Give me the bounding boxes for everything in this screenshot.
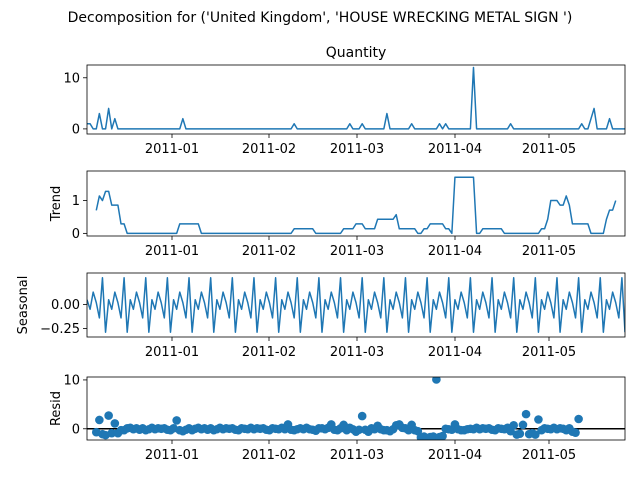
resid-data <box>87 377 625 440</box>
resid-point <box>534 415 543 424</box>
xtick-label: 2011-05 <box>522 345 576 360</box>
resid-ylabel: Resid <box>49 391 64 426</box>
xtick-label: 2011-02 <box>242 244 296 259</box>
resid-point <box>172 416 181 425</box>
resid-point <box>515 429 525 438</box>
resid-axes-frame <box>86 376 626 441</box>
resid-point <box>574 414 583 424</box>
observed-panel: 0 10 2011-01 2011-02 2011-03 2011-04 2011-05 <box>63 64 626 157</box>
resid-point <box>531 430 540 439</box>
seasonal-data <box>87 277 625 333</box>
resid-point <box>509 421 518 430</box>
seasonal-panel: −0.25 0.00 2011-01 2011-02 2011-03 2011-04 201… <box>16 272 626 360</box>
ytick-label: 10 <box>63 373 80 388</box>
resid-point <box>571 428 580 437</box>
resid-point <box>518 420 528 430</box>
observed-panel-title: Quantity <box>326 45 387 61</box>
resid-point <box>104 411 113 420</box>
ytick-label: 0 <box>72 122 80 137</box>
xtick-label: 2011-01 <box>145 142 199 157</box>
xtick-label: 2011-03 <box>330 142 384 157</box>
xtick-label: 2011-04 <box>428 244 482 259</box>
trend-panel: 0 1 2011-01 2011-02 2011-03 2011-04 2011-05 Tre… <box>49 170 626 259</box>
resid-point <box>432 377 441 384</box>
xtick-label: 2011-05 <box>522 142 576 157</box>
ytick-label: −0.25 <box>40 322 80 337</box>
seasonal-axes-frame <box>86 272 626 338</box>
resid-panel: 0 10 2011-01 2011-02 2011-03 2011-04 2011-05 Re… <box>49 373 626 463</box>
xtick-label: 2011-02 <box>242 142 296 157</box>
xtick-label: 2011-02 <box>242 345 296 360</box>
trend-data <box>95 176 617 235</box>
xtick-label: 2011-03 <box>330 448 384 463</box>
ytick-label: 0 <box>72 422 80 437</box>
seasonal-series-line <box>87 277 625 333</box>
xtick-label: 2011-01 <box>145 244 199 259</box>
ytick-label: 0.00 <box>51 298 80 313</box>
ytick-label: 10 <box>63 71 80 86</box>
trend-axes-frame <box>86 170 626 237</box>
resid-point <box>357 411 367 421</box>
seasonal-ylabel: Seasonal <box>16 276 31 335</box>
xtick-label: 2011-04 <box>428 448 482 463</box>
xtick-label: 2011-04 <box>428 142 482 157</box>
resid-point <box>354 425 364 435</box>
resid-point <box>110 419 120 428</box>
resid-point <box>521 409 531 419</box>
resid-point <box>438 431 447 440</box>
xtick-label: 2011-05 <box>522 448 576 463</box>
ytick-label: 1 <box>72 194 80 209</box>
trend-series-line <box>95 176 617 235</box>
xtick-label: 2011-03 <box>330 244 384 259</box>
ytick-label: 0 <box>72 227 80 242</box>
xtick-label: 2011-01 <box>145 448 199 463</box>
xtick-label: 2011-02 <box>242 448 296 463</box>
xtick-label: 2011-04 <box>428 345 482 360</box>
xtick-label: 2011-03 <box>330 345 384 360</box>
resid-point <box>413 426 423 436</box>
figure-suptitle: Decomposition for ('United Kingdom', 'HO… <box>68 10 573 26</box>
xtick-label: 2011-01 <box>145 345 199 360</box>
observed-data <box>87 66 625 130</box>
xtick-label: 2011-05 <box>522 244 576 259</box>
observed-axes-frame <box>86 64 626 135</box>
resid-point <box>95 415 104 425</box>
resid-point <box>107 428 117 438</box>
observed-series-line <box>87 66 625 130</box>
trend-ylabel: Trend <box>49 186 64 223</box>
